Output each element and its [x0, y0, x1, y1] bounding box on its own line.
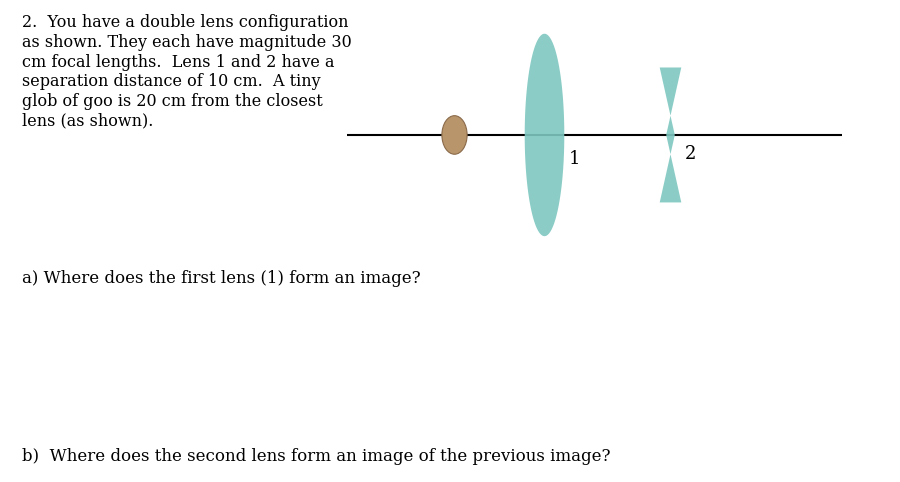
Polygon shape	[660, 67, 681, 202]
Ellipse shape	[442, 116, 467, 154]
Text: b)  Where does the second lens form an image of the previous image?: b) Where does the second lens form an im…	[22, 448, 611, 465]
Text: a) Where does the first lens (1) form an image?: a) Where does the first lens (1) form an…	[22, 270, 421, 287]
Text: 1: 1	[568, 150, 580, 168]
Text: 2.  You have a double lens configuration
as shown. They each have magnitude 30
c: 2. You have a double lens configuration …	[22, 14, 352, 130]
Text: 2: 2	[685, 145, 697, 163]
Polygon shape	[525, 34, 564, 236]
